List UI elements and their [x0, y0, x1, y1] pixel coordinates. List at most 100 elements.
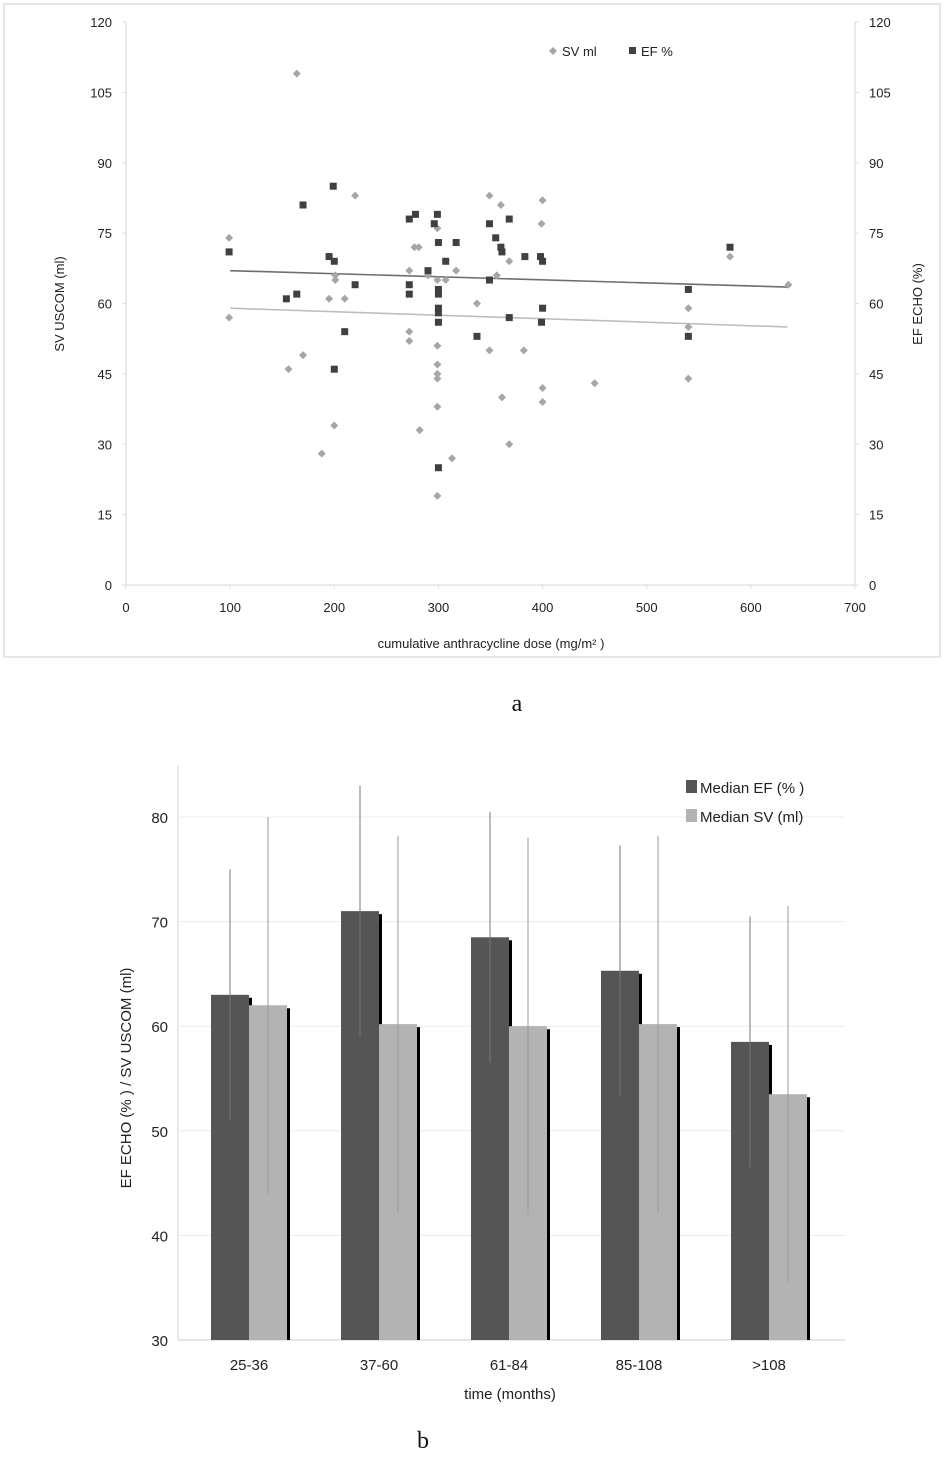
y-tick-label-right: 60 [869, 297, 883, 312]
sv-point [447, 454, 456, 463]
sv-point [590, 379, 599, 388]
sv-point [292, 69, 301, 78]
y-tick-label: 30 [151, 1333, 168, 1350]
x-tick-label: 85-108 [616, 1357, 663, 1374]
sv-point [405, 327, 414, 336]
sv-point [538, 196, 547, 205]
sv-point [538, 383, 547, 392]
sv-point [325, 294, 334, 303]
sv-point [331, 271, 340, 280]
sv-point [452, 266, 461, 275]
ef-point [412, 210, 420, 218]
ef-point [536, 253, 544, 261]
ef-point [434, 290, 442, 298]
ef-point [505, 215, 513, 223]
y-tick-label: 60 [151, 1019, 168, 1036]
x-tick-label: 500 [636, 600, 658, 615]
ef-point [405, 215, 413, 223]
y-tick-label: 80 [151, 810, 168, 827]
ef-point [684, 332, 692, 340]
x-tick-label: 700 [844, 600, 866, 615]
y-tick-label: 70 [151, 915, 168, 932]
ef-point [539, 257, 547, 265]
ef-point [684, 285, 692, 293]
y-tick-label-left: 45 [98, 367, 112, 382]
ef-point [473, 332, 481, 340]
ef-point [539, 304, 547, 312]
y-tick-label-left: 0 [105, 578, 112, 593]
x-axis-title: cumulative anthracycline dose (mg/m² ) [378, 636, 605, 651]
ef-point [225, 248, 233, 256]
legend-ef-marker [629, 47, 636, 54]
legend-label-sv: Median SV (ml) [700, 809, 803, 826]
y-tick-label-right: 120 [869, 15, 891, 30]
x-tick-label: 200 [323, 600, 345, 615]
ef-point [505, 314, 513, 322]
y-tick-label: 50 [151, 1124, 168, 1141]
y-tick-label-left: 60 [98, 297, 112, 312]
ef-point [497, 243, 505, 251]
sv-point [433, 360, 442, 369]
ef-point [430, 220, 438, 228]
sv-point [405, 266, 414, 275]
ef-point [726, 243, 734, 251]
ef-point [434, 464, 442, 472]
ef-point [293, 290, 301, 298]
sv-point [299, 351, 308, 360]
x-axis-title: time (months) [464, 1386, 556, 1403]
y-tick-label-left: 15 [98, 508, 112, 523]
sv-point [351, 191, 360, 200]
sv-point [726, 252, 735, 261]
sv-point [538, 398, 547, 407]
legend-sv-label: SV ml [562, 44, 597, 59]
y-tick-label-right: 0 [869, 578, 876, 593]
x-tick-label: 0 [122, 600, 129, 615]
sv-point [497, 393, 506, 402]
ef-point [330, 365, 338, 373]
ef-point [434, 309, 442, 317]
y-axis-title: EF ECHO (% ) / SV USCOM (ml) [118, 968, 135, 1189]
sv-point [784, 280, 793, 289]
ef-point [282, 295, 290, 303]
bar-chart: 30 40 50 60 70 80 25-36 37-60 61-84 85-108 >108 tim… [118, 765, 845, 1403]
sv-point [415, 426, 424, 435]
ef-point [405, 281, 413, 289]
y-tick-label-right: 75 [869, 226, 883, 241]
panel-a-frame [3, 3, 941, 658]
sv-point [410, 243, 419, 252]
x-tick-label: 400 [532, 600, 554, 615]
ef-point [329, 182, 337, 190]
y-tick-label-left: 105 [90, 85, 112, 100]
sv-point [433, 369, 442, 378]
ef-point [330, 257, 338, 265]
y-tick-label-right: 45 [869, 367, 883, 382]
sv-point [433, 374, 442, 383]
y-tick-label-left: 120 [90, 15, 112, 30]
sv-point [519, 346, 528, 355]
legend-ef-label: EF % [641, 44, 673, 59]
sv-point [331, 276, 340, 285]
ef-trendline [230, 269, 788, 288]
sv-point [433, 276, 442, 285]
x-tick-label: 61-84 [490, 1357, 528, 1374]
sv-point [317, 449, 326, 458]
ef-point [485, 220, 493, 228]
sv-point [433, 402, 442, 411]
y-tick-label-right: 15 [869, 508, 883, 523]
ef-point [492, 234, 500, 242]
ef-point [299, 201, 307, 209]
sv-point [485, 346, 494, 355]
sv-point [505, 257, 514, 266]
x-tick-label: >108 [752, 1357, 786, 1374]
sv-point [684, 374, 693, 383]
legend-label-ef: Median EF (% ) [700, 780, 804, 797]
sv-point [684, 304, 693, 313]
sv-point [414, 243, 423, 252]
ef-point [485, 276, 493, 284]
x-tick-label: 100 [219, 600, 241, 615]
y-axis-title-left: SV USCOM (ml) [52, 256, 67, 351]
panel-label-b: b [417, 1428, 429, 1454]
sv-point [505, 440, 514, 449]
y-axis-title-right: EF ECHO (%) [910, 263, 925, 345]
